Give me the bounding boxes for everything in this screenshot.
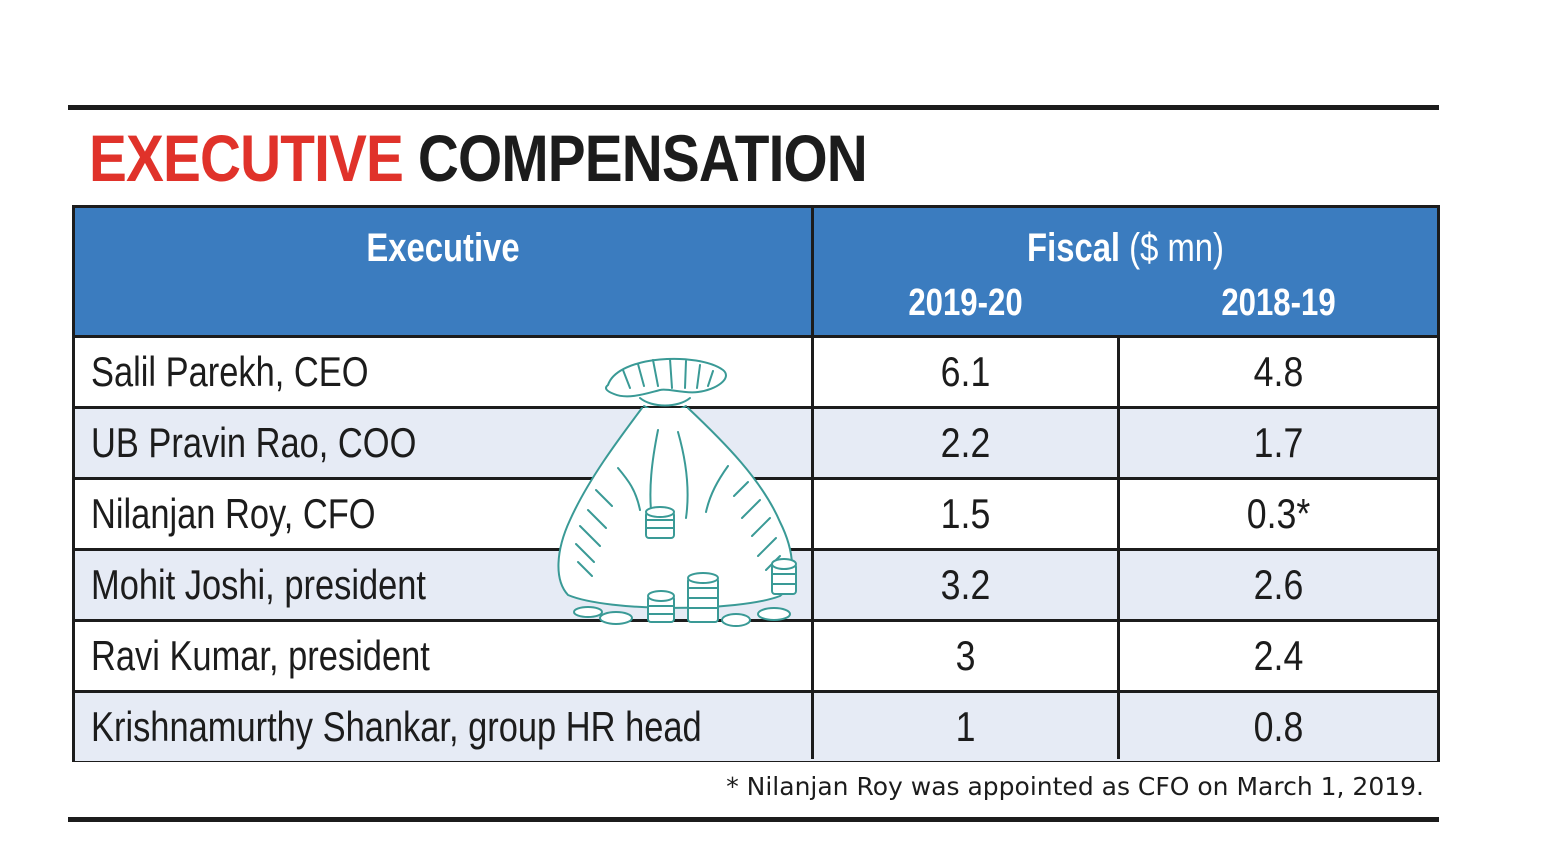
title-highlight: EXECUTIVE (89, 121, 404, 195)
executive-name: UB Pravin Rao, COO (91, 419, 417, 466)
bottom-rule (68, 817, 1439, 822)
value-2019-20: 2.2 (940, 419, 991, 466)
value-2019-20: 1.5 (940, 490, 991, 537)
header-fiscal: Fiscal ($ mn) (870, 226, 1381, 271)
header-year-2018-19: 2018-19 (1221, 282, 1336, 324)
table-row: Krishnamurthy Shankar, group HR head 1 0… (75, 693, 1437, 761)
footnote: * Nilanjan Roy was appointed as CFO on M… (726, 772, 1424, 801)
value-2019-20: 1 (955, 703, 976, 750)
value-2018-19: 0.3* (1246, 490, 1311, 537)
page-title: EXECUTIVE COMPENSATION (89, 120, 868, 196)
executive-name: Nilanjan Roy, CFO (91, 490, 376, 537)
table-row: UB Pravin Rao, COO 2.2 1.7 (75, 409, 1437, 477)
row-divider (75, 619, 1437, 622)
title-rest: COMPENSATION (417, 121, 868, 195)
value-2019-20: 3.2 (940, 561, 991, 608)
top-rule (68, 105, 1439, 110)
header-executive: Executive (366, 226, 520, 270)
header-unit: ($ mn) (1120, 226, 1224, 270)
table-row: Salil Parekh, CEO 6.1 4.8 (75, 338, 1437, 406)
column-divider (1117, 335, 1120, 759)
value-2019-20: 6.1 (940, 348, 991, 395)
executive-name: Krishnamurthy Shankar, group HR head (91, 703, 702, 750)
row-divider (75, 335, 1437, 338)
header-year-2019-20: 2019-20 (908, 282, 1023, 324)
value-2019-20: 3 (955, 632, 976, 679)
header-fiscal-label: Fiscal (1027, 226, 1121, 270)
table-header: Executive Fiscal ($ mn) 2019-20 2018-19 (75, 208, 1437, 335)
executive-name: Salil Parekh, CEO (91, 348, 369, 395)
table-row: Nilanjan Roy, CFO 1.5 0.3* (75, 480, 1437, 548)
executive-name: Mohit Joshi, president (91, 561, 427, 608)
value-2018-19: 4.8 (1253, 348, 1304, 395)
money-bag-icon (557, 357, 797, 627)
row-divider (75, 406, 1437, 409)
row-divider (75, 477, 1437, 480)
column-divider (811, 208, 814, 759)
value-2018-19: 0.8 (1253, 703, 1304, 750)
table-row: Ravi Kumar, president 3 2.4 (75, 622, 1437, 690)
value-2018-19: 2.6 (1253, 561, 1304, 608)
row-divider (75, 690, 1437, 693)
value-2018-19: 1.7 (1253, 419, 1304, 466)
value-2018-19: 2.4 (1253, 632, 1304, 679)
executive-name: Ravi Kumar, president (91, 632, 430, 679)
